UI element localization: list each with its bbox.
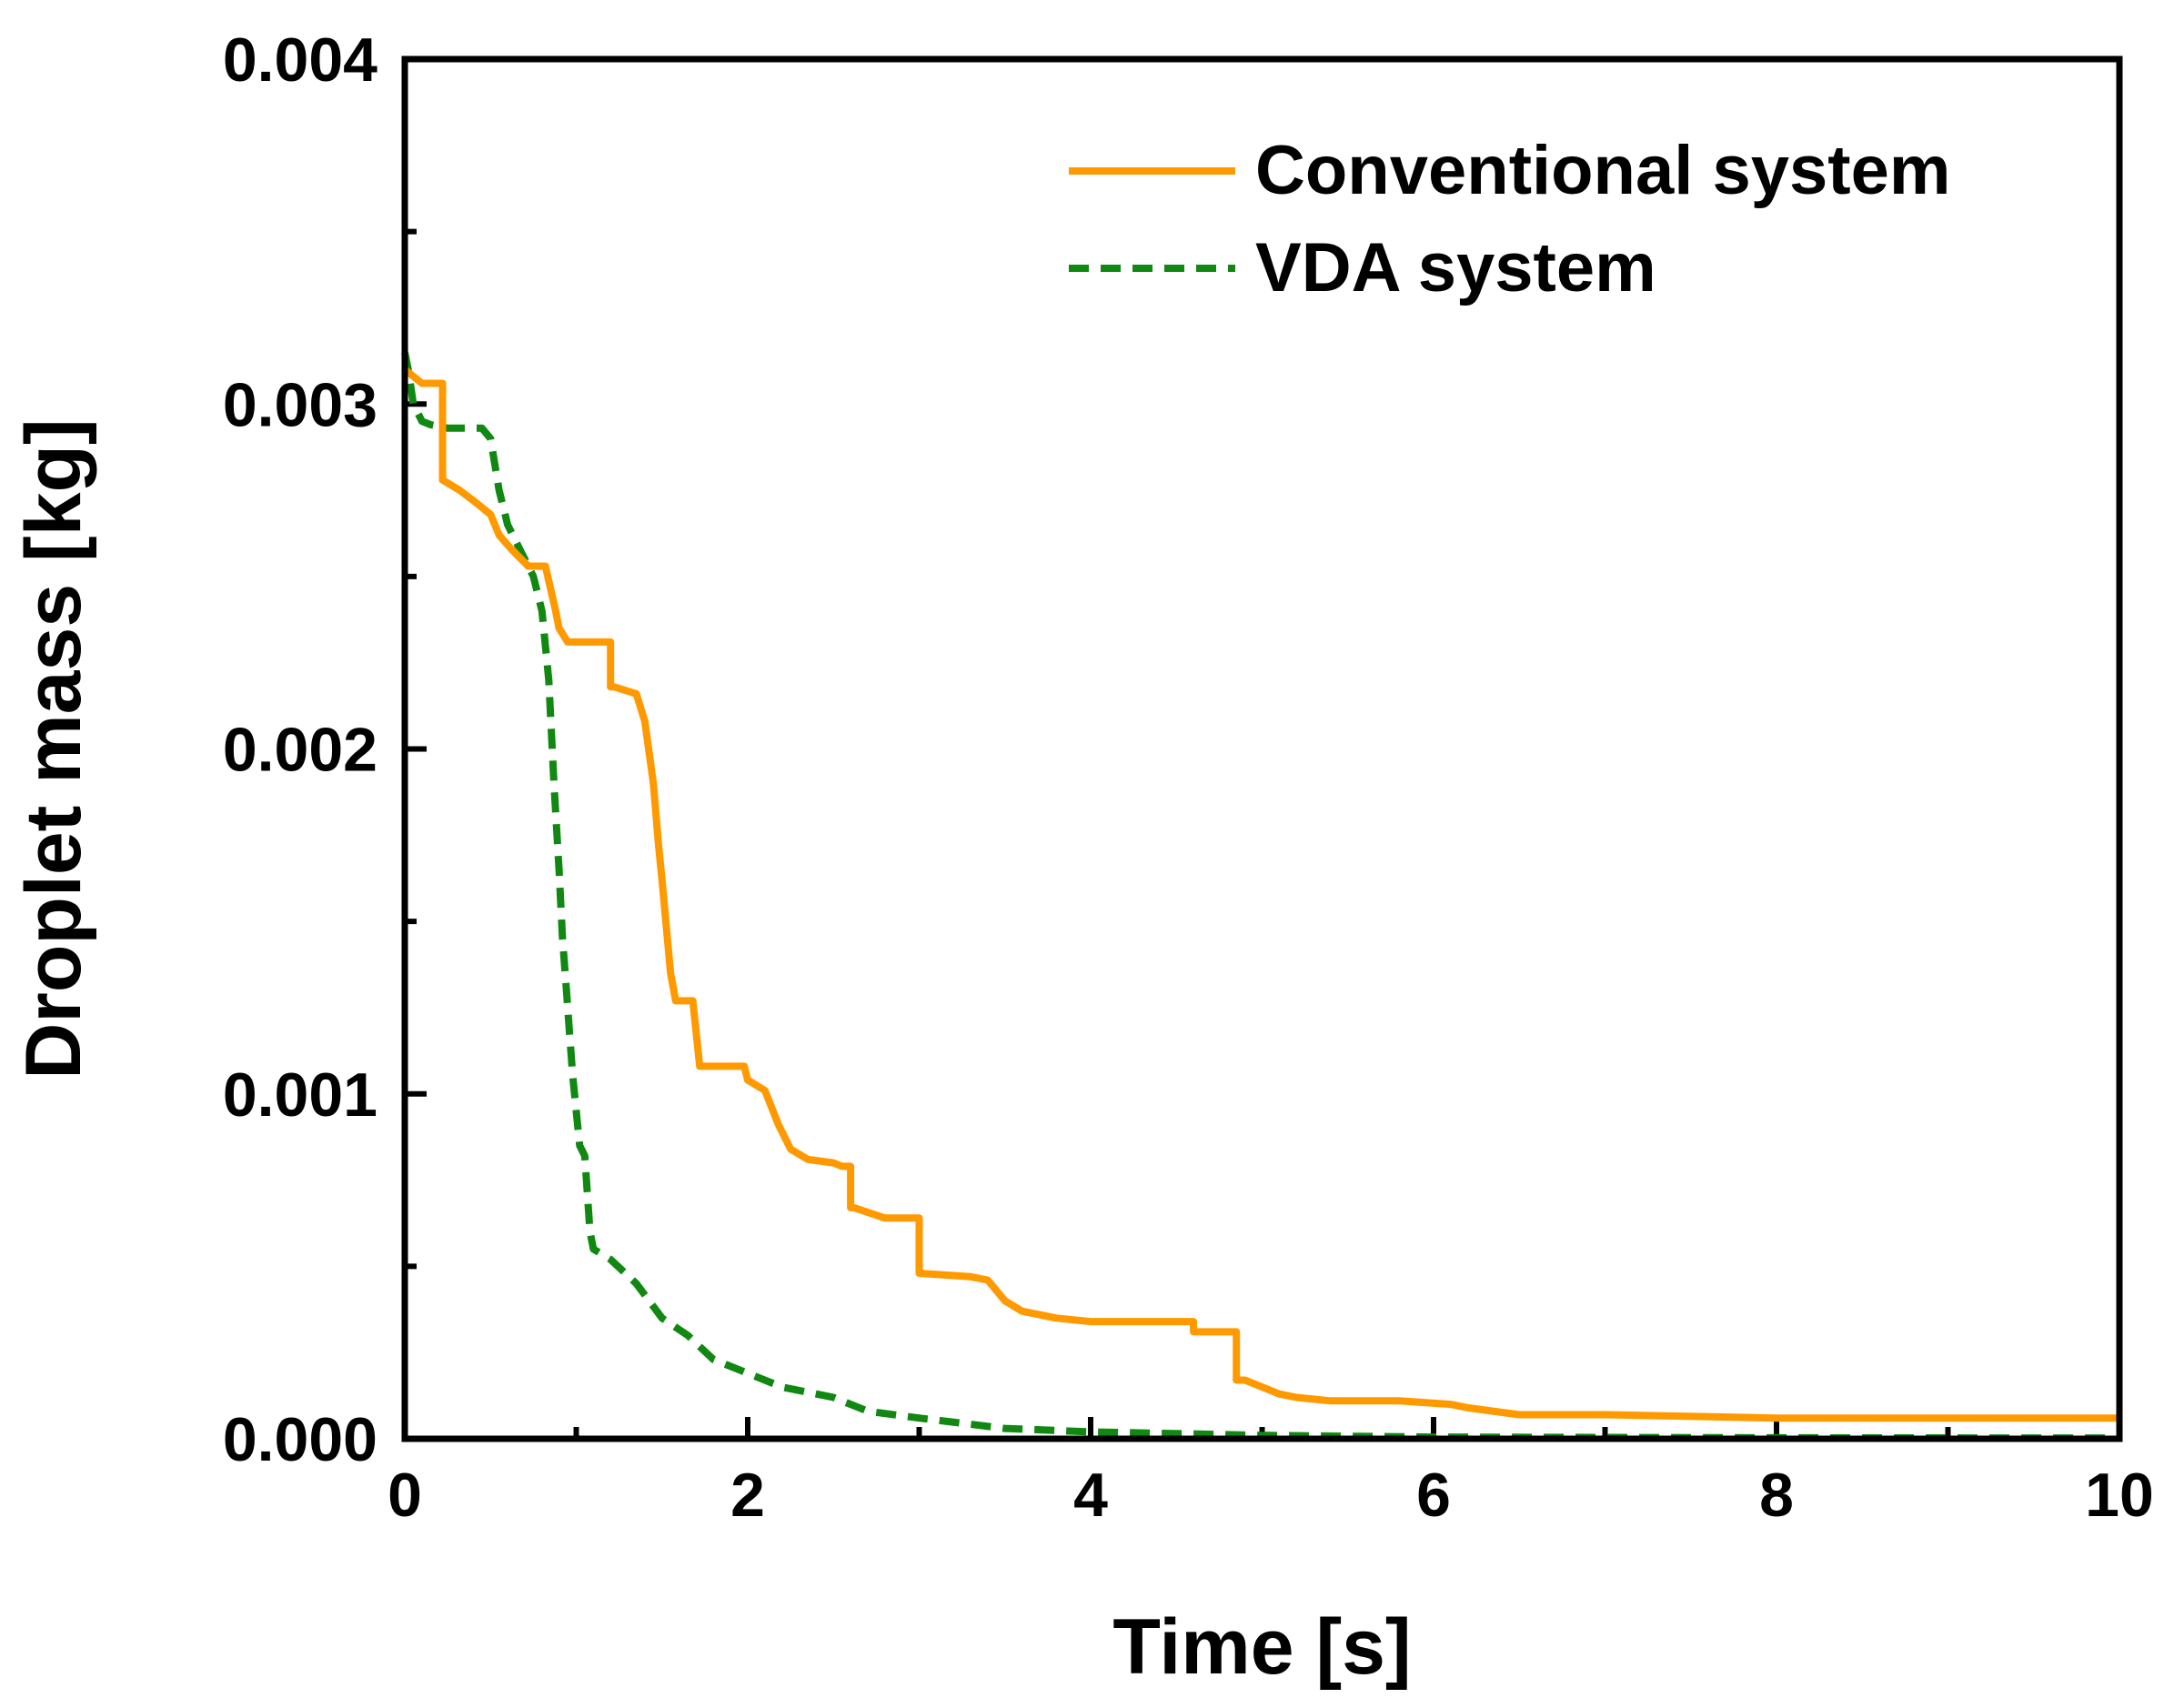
series-line-conventional bbox=[402, 367, 2119, 1422]
x-tick-label: 8 bbox=[1759, 1461, 1794, 1530]
x-tick-label: 2 bbox=[730, 1461, 765, 1530]
x-tick-label: 6 bbox=[1416, 1461, 1451, 1530]
x-axis-title: Time [s] bbox=[1112, 1603, 1411, 1691]
plot-frame bbox=[401, 55, 2123, 1442]
y-tick-label: 0.001 bbox=[223, 1060, 377, 1130]
y-tick-label: 0.004 bbox=[223, 25, 377, 95]
legend: Conventional system VDA system bbox=[1069, 132, 1950, 306]
y-tick-label: 0.000 bbox=[223, 1405, 377, 1474]
legend-label-vda: VDA system bbox=[1255, 229, 1656, 306]
legend-label-conventional: Conventional system bbox=[1255, 132, 1950, 209]
x-tick-label: 0 bbox=[388, 1461, 422, 1530]
series-line-vda bbox=[401, 351, 2120, 1442]
x-tick-label: 4 bbox=[1073, 1461, 1108, 1530]
y-tick-label: 0.002 bbox=[223, 716, 377, 785]
x-tick-label: 10 bbox=[2085, 1461, 2154, 1530]
plot-series bbox=[401, 351, 2120, 1442]
y-tick-label: 0.003 bbox=[223, 370, 377, 439]
y-axis-title: Droplet mass [kg] bbox=[10, 418, 97, 1079]
tick-labels: 0 2 4 6 8 10 0.000 0.001 0.002 0.003 0.004 bbox=[223, 25, 2154, 1530]
